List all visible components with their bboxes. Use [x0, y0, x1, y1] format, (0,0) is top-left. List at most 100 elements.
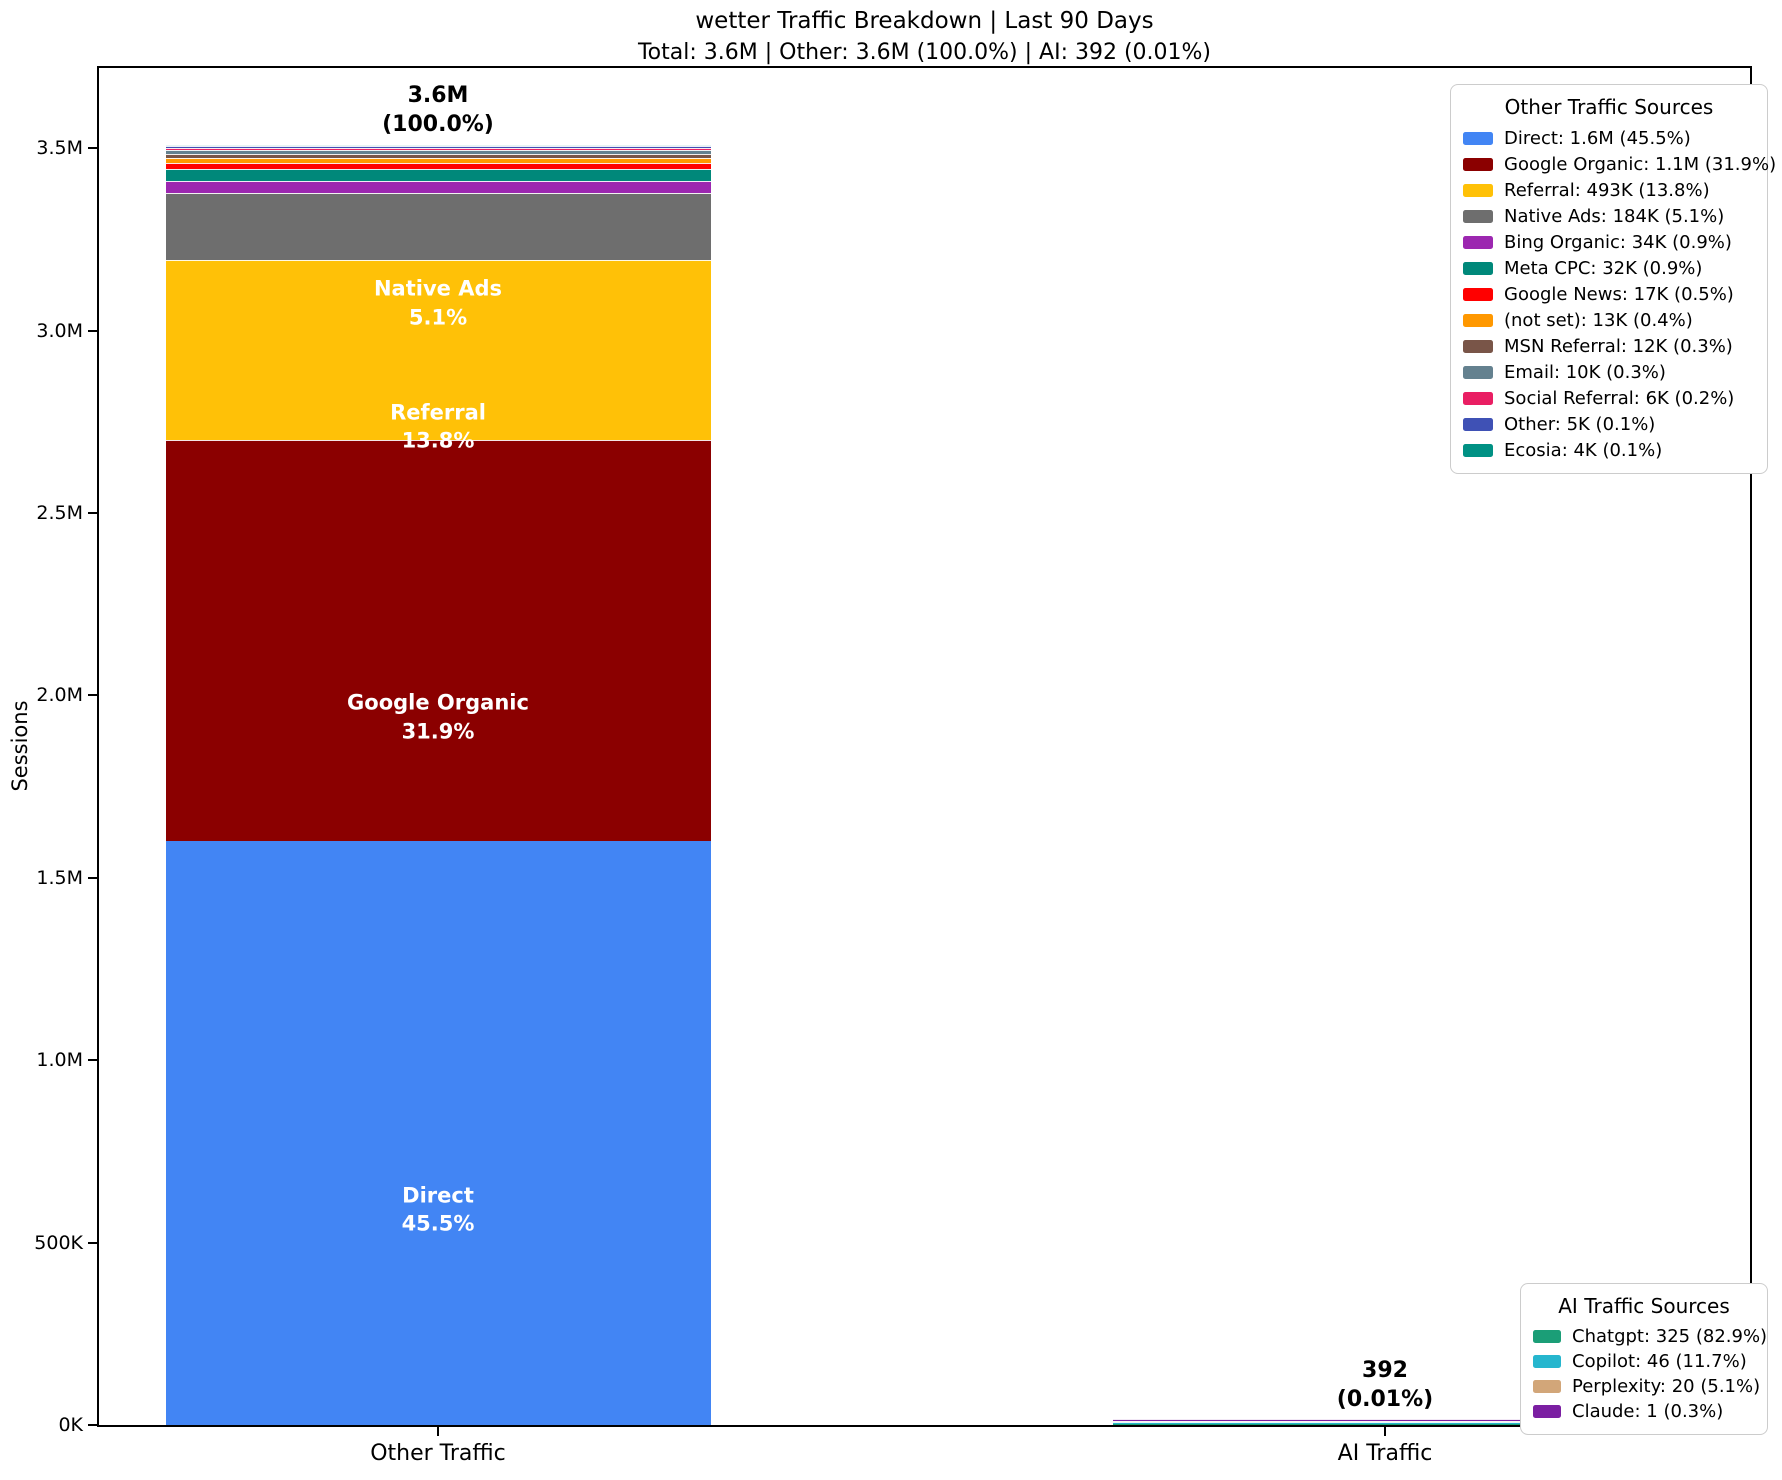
legend-ai-traffic-sources: AI Traffic Sources Chatgpt: 325 (82.9%) C…: [1520, 1283, 1768, 1435]
y-tick-label: 500K: [34, 1231, 83, 1254]
legend-item-ecosia: Ecosia: 4K (0.1%): [1463, 437, 1755, 463]
legend-label: (not set): 13K (0.4%): [1504, 309, 1693, 331]
legend-item-msn-referral: MSN Referral: 12K (0.3%): [1463, 333, 1755, 359]
legend-ai-title: AI Traffic Sources: [1558, 1294, 1730, 1318]
bar-segment-perplexity: [1112, 1420, 1658, 1423]
legend-other-traffic-sources: Other Traffic Sources Direct: 1.6M (45.5…: [1450, 84, 1776, 474]
legend-label: Perplexity: 20 (5.1%): [1572, 1376, 1761, 1397]
legend-item-copilot: Copilot: 46 (11.7%): [1533, 1349, 1755, 1374]
legend-label: Copilot: 46 (11.7%): [1572, 1351, 1747, 1372]
legend-other-title: Other Traffic Sources: [1504, 95, 1714, 119]
y-tick-mark: [88, 1424, 97, 1426]
bar-segment-direct: [165, 841, 711, 1425]
chart-subtitle: Total: 3.6M | Other: 3.6M (100.0%) | AI:…: [637, 40, 1212, 65]
bar-segment-ecosia: [165, 144, 711, 147]
legend-label: Ecosia: 4K (0.1%): [1504, 439, 1663, 461]
y-tick-label: 1.5M: [36, 866, 83, 889]
y-tick-mark: [88, 694, 97, 697]
bar-segment-social-referral: [165, 147, 711, 151]
y-tick-mark: [88, 512, 97, 515]
bar-segment-msn-referral: [165, 153, 711, 159]
legend-item--not-set-: (not set): 13K (0.4%): [1463, 307, 1755, 333]
y-tick-label: 2.5M: [36, 502, 83, 525]
legend-item-native-ads: Native Ads: 184K (5.1%): [1463, 203, 1755, 229]
legend-item-bing-organic: Bing Organic: 34K (0.9%): [1463, 229, 1755, 255]
legend-swatch: [1463, 209, 1493, 223]
legend-swatch: [1463, 391, 1493, 405]
y-tick-label: 1.0M: [36, 1049, 83, 1072]
bar-segment-meta-cpc: [165, 169, 711, 181]
legend-item-chatgpt: Chatgpt: 325 (82.9%): [1533, 1324, 1767, 1349]
legend-label: Google News: 17K (0.5%): [1504, 283, 1734, 305]
x-tick-mark: [1384, 1427, 1386, 1436]
legend-swatch: [1533, 1330, 1561, 1343]
legend-swatch: [1533, 1380, 1561, 1393]
legend-item-social-referral: Social Referral: 6K (0.2%): [1463, 385, 1755, 411]
legend-label: Bing Organic: 34K (0.9%): [1504, 231, 1732, 253]
chart-title: wetter Traffic Breakdown | Last 90 Days: [695, 8, 1154, 34]
bar-other-traffic: Direct 45.5% Google Organic 31.9% Referral 13…: [165, 144, 711, 1425]
y-axis-label: Sessions: [8, 700, 32, 792]
legend-label: Direct: 1.6M (45.5%): [1504, 127, 1691, 149]
bar-segment-email: [165, 150, 711, 154]
x-tick-label-other-traffic: Other Traffic: [370, 1441, 506, 1466]
total-label-other-traffic: 3.6M (100.0%): [382, 83, 494, 138]
legend-label: Claude: 1 (0.3%): [1572, 1401, 1724, 1422]
legend-label: Native Ads: 184K (5.1%): [1504, 205, 1725, 227]
bar-segment-copilot: [1112, 1422, 1658, 1424]
bar-segment-google-news: [165, 162, 711, 170]
legend-swatch: [1463, 365, 1493, 379]
x-tick-mark: [437, 1427, 439, 1436]
y-tick-label: 3.5M: [36, 137, 83, 160]
legend-item-google-news: Google News: 17K (0.5%): [1463, 281, 1755, 307]
legend-swatch: [1533, 1405, 1561, 1418]
legend-label: MSN Referral: 12K (0.3%): [1504, 335, 1733, 357]
legend-label: Other: 5K (0.1%): [1504, 413, 1656, 435]
legend-item-meta-cpc: Meta CPC: 32K (0.9%): [1463, 255, 1755, 281]
legend-swatch: [1463, 417, 1493, 431]
y-tick-mark: [88, 329, 97, 332]
legend-item-google-organic: Google Organic: 1.1M (31.9%): [1463, 151, 1776, 177]
legend-label: Social Referral: 6K (0.2%): [1504, 387, 1735, 409]
y-tick-mark: [88, 1241, 97, 1244]
legend-item-other: Other: 5K (0.1%): [1463, 411, 1755, 437]
y-tick-mark: [88, 1059, 97, 1062]
bar-segment-native-ads: [165, 193, 711, 261]
bar-segment-chatgpt: [1112, 1423, 1658, 1425]
legend-label: Chatgpt: 325 (82.9%): [1572, 1326, 1768, 1347]
legend-swatch: [1463, 235, 1493, 249]
y-tick-mark: [88, 147, 97, 150]
x-tick-label-ai-traffic: AI Traffic: [1337, 1441, 1433, 1466]
legend-label: Meta CPC: 32K (0.9%): [1504, 257, 1703, 279]
legend-swatch: [1463, 339, 1493, 353]
bar-segment--not-set-: [165, 158, 711, 163]
legend-swatch: [1463, 287, 1493, 301]
bar-segment-claude: [1112, 1419, 1658, 1421]
legend-swatch: [1463, 313, 1493, 327]
y-tick-label: 0K: [58, 1414, 83, 1436]
bar-segment-google-organic: [165, 440, 711, 842]
y-tick-mark: [88, 876, 97, 879]
legend-item-claude: Claude: 1 (0.3%): [1533, 1399, 1755, 1424]
legend-item-perplexity: Perplexity: 20 (5.1%): [1533, 1374, 1760, 1399]
y-tick-label: 2.0M: [36, 684, 83, 707]
legend-item-referral: Referral: 493K (13.8%): [1463, 177, 1755, 203]
bar-segment-referral: [165, 260, 711, 441]
legend-swatch: [1463, 157, 1493, 171]
bar-segment-other: [165, 146, 711, 148]
legend-label: Referral: 493K (13.8%): [1504, 179, 1710, 201]
legend-swatch: [1463, 131, 1493, 145]
legend-swatch: [1533, 1355, 1561, 1368]
legend-item-email: Email: 10K (0.3%): [1463, 359, 1755, 385]
legend-label: Email: 10K (0.3%): [1504, 361, 1666, 383]
legend-item-direct: Direct: 1.6M (45.5%): [1463, 125, 1755, 151]
bar-ai-traffic: [1112, 1419, 1658, 1425]
legend-swatch: [1463, 183, 1493, 197]
legend-label: Google Organic: 1.1M (31.9%): [1504, 153, 1777, 175]
legend-swatch: [1463, 443, 1493, 457]
y-tick-label: 3.0M: [36, 319, 83, 342]
bar-segment-bing-organic: [165, 180, 711, 194]
total-label-ai-traffic: 392 (0.01%): [1336, 1358, 1434, 1412]
legend-swatch: [1463, 261, 1493, 275]
